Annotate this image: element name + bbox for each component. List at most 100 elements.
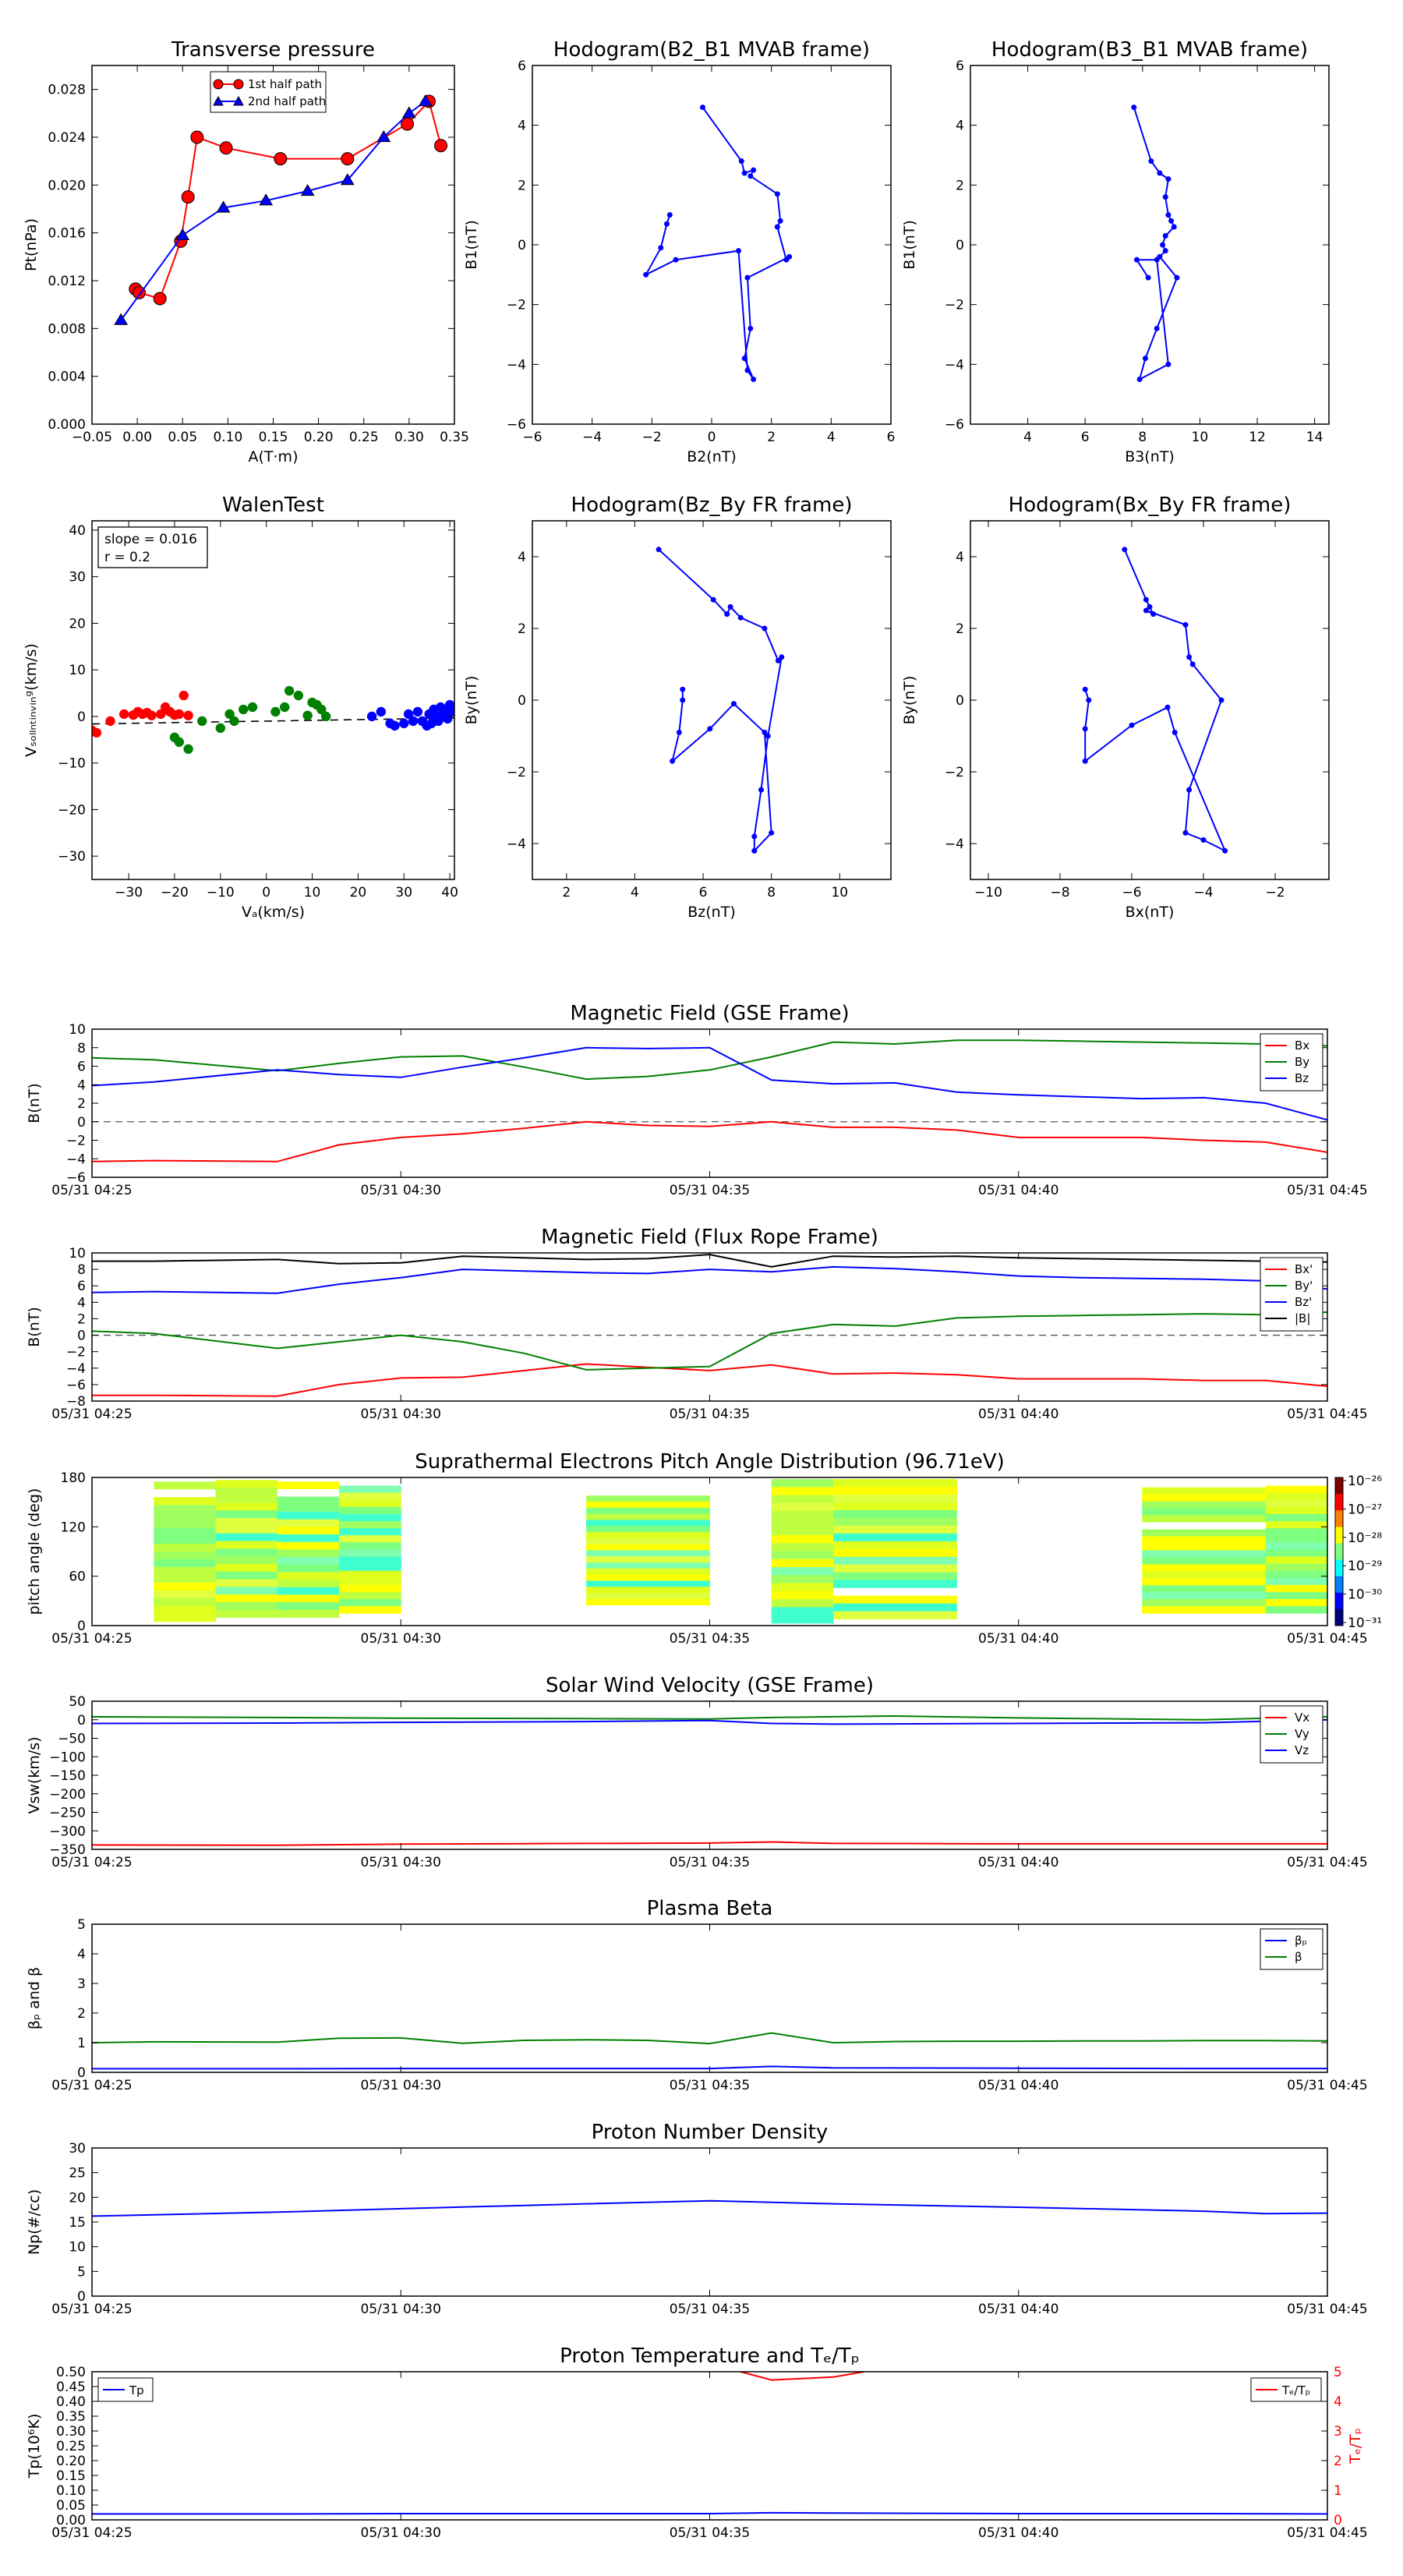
heatmap-cell bbox=[277, 1488, 340, 1498]
data-point bbox=[666, 212, 673, 218]
legend-label: 2nd half path bbox=[248, 94, 326, 108]
heatmap-cell bbox=[215, 1480, 278, 1488]
heatmap-cell bbox=[1265, 1563, 1327, 1572]
heatmap-cell bbox=[771, 1559, 834, 1568]
colorbar-segment bbox=[1335, 1559, 1343, 1577]
annotation-text: r = 0.2 bbox=[104, 550, 150, 565]
data-point bbox=[777, 218, 783, 224]
y-tick-label: 1 bbox=[77, 2036, 86, 2051]
x-tick-label: −10 bbox=[207, 885, 235, 901]
x-tick-label: 4 bbox=[631, 885, 639, 901]
legend-label: Vx bbox=[1295, 1711, 1309, 1725]
heatmap-cell bbox=[339, 1492, 401, 1501]
heatmap-cell bbox=[586, 1568, 710, 1576]
x-tick-label: 2 bbox=[562, 885, 571, 901]
x-tick-label: 05/31 04:45 bbox=[1287, 2078, 1367, 2093]
y-tick-label: −4 bbox=[507, 837, 526, 852]
data-point bbox=[390, 720, 400, 731]
heatmap-cell bbox=[586, 1502, 710, 1509]
chart-mag_gse: Magnetic Field (GSE Frame) 05/31 04:25 05/… bbox=[26, 1002, 1368, 1198]
legend-label: Tₑ/Tₚ bbox=[1281, 2383, 1310, 2397]
heatmap-cell bbox=[833, 1487, 957, 1495]
y-tick-label: 0.25 bbox=[56, 2439, 86, 2454]
heatmap-cell bbox=[586, 1598, 710, 1606]
colorbar-segment bbox=[1335, 1527, 1343, 1544]
data-point bbox=[680, 697, 686, 703]
data-point bbox=[786, 253, 793, 260]
heatmap-cell bbox=[215, 1518, 278, 1527]
y-tick-label: −2 bbox=[945, 765, 964, 780]
heatmap-cell bbox=[771, 1583, 834, 1592]
heatmap-cell bbox=[833, 1541, 957, 1550]
data-point bbox=[412, 706, 423, 717]
data-point bbox=[744, 367, 751, 373]
data-point bbox=[1082, 758, 1088, 764]
data-point bbox=[751, 167, 757, 173]
y-tick-label-right: 5 bbox=[1334, 2365, 1342, 2380]
heatmap-cell bbox=[215, 1571, 278, 1580]
heatmap-cell bbox=[586, 1574, 710, 1581]
y-tick-label: −2 bbox=[66, 1345, 86, 1361]
heatmap-cell bbox=[586, 1593, 710, 1600]
y-tick-label: 30 bbox=[69, 2141, 86, 2157]
data-point bbox=[676, 729, 682, 735]
data-point bbox=[229, 716, 239, 727]
heatmap-cell bbox=[833, 1479, 957, 1488]
heatmap-cell bbox=[339, 1535, 401, 1543]
heatmap-cell bbox=[833, 1572, 957, 1581]
y-tick-label: 0.30 bbox=[56, 2424, 86, 2440]
data-point bbox=[1160, 242, 1166, 248]
heatmap-cell bbox=[277, 1580, 340, 1588]
y-axis-label: B1(nT) bbox=[901, 220, 918, 270]
y-tick-label: 0.00 bbox=[56, 2513, 86, 2528]
x-tick-label: 0.15 bbox=[259, 430, 288, 445]
data-point bbox=[366, 711, 377, 722]
heatmap-cell bbox=[277, 1557, 340, 1566]
data-point bbox=[710, 596, 716, 603]
annotation-box bbox=[97, 526, 208, 568]
chart-mag_fr: Magnetic Field (Flux Rope Frame) 05/31 04… bbox=[26, 1226, 1368, 1422]
colorbar-segment bbox=[1335, 1543, 1343, 1561]
data-point bbox=[1172, 729, 1178, 735]
y-tick-label: 10 bbox=[69, 1022, 86, 1038]
y-tick-label-right: 2 bbox=[1334, 2454, 1342, 2469]
chart-title: Hodogram(B3_B1 MVAB frame) bbox=[991, 38, 1308, 62]
heatmap-cell bbox=[339, 1556, 401, 1565]
heatmap-cell bbox=[339, 1598, 401, 1607]
data-point bbox=[178, 690, 189, 701]
x-axis-label: Bz(nT) bbox=[687, 904, 735, 921]
heatmap-cell bbox=[1265, 1528, 1327, 1536]
heatmap-cell bbox=[1142, 1578, 1267, 1586]
data-point bbox=[270, 706, 281, 717]
data-point bbox=[153, 292, 167, 306]
heatmap-cell bbox=[215, 1601, 278, 1611]
chart-title: Proton Temperature and Tₑ/Tₚ bbox=[560, 2344, 860, 2368]
data-point bbox=[1142, 356, 1148, 362]
heatmap-cell bbox=[215, 1594, 278, 1603]
data-point bbox=[403, 709, 414, 720]
y-tick-label-right: 4 bbox=[1334, 2394, 1342, 2410]
colorbar-segment bbox=[1335, 1494, 1343, 1511]
annotation-text: slope = 0.016 bbox=[104, 532, 197, 547]
data-point bbox=[751, 377, 757, 382]
data-point bbox=[1162, 194, 1168, 200]
legend-label: β bbox=[1295, 1950, 1302, 1964]
x-tick-label: 05/31 04:40 bbox=[978, 1855, 1058, 1870]
data-point bbox=[1157, 170, 1163, 176]
x-tick-label: 05/31 04:45 bbox=[1287, 2302, 1367, 2317]
y-tick-label: 0 bbox=[956, 238, 964, 253]
data-point bbox=[1147, 603, 1153, 610]
data-point bbox=[1086, 697, 1092, 703]
x-tick-label: 05/31 04:35 bbox=[670, 1631, 750, 1647]
heatmap-cell bbox=[833, 1587, 957, 1597]
heatmap-cell bbox=[1142, 1536, 1267, 1544]
series-line-By bbox=[92, 1039, 1327, 1081]
data-point bbox=[1182, 621, 1189, 628]
y-tick-label: 2 bbox=[956, 621, 964, 637]
heatmap-cell bbox=[1142, 1522, 1267, 1530]
data-point bbox=[700, 104, 705, 111]
data-point bbox=[114, 313, 129, 325]
y-tick-label: 0.20 bbox=[56, 2454, 86, 2469]
